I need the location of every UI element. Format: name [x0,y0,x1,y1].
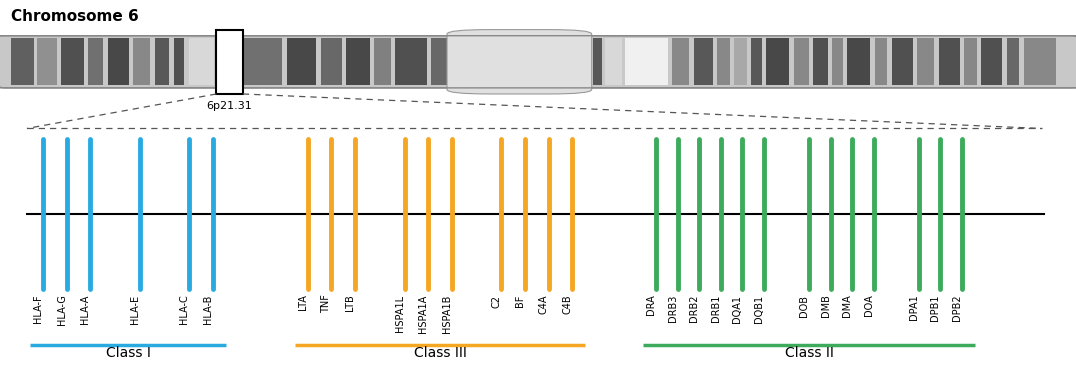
Text: DOA: DOA [864,295,874,316]
Text: HLA-F: HLA-F [33,295,43,323]
Text: DQA1: DQA1 [733,295,742,323]
Text: DPA1: DPA1 [909,295,919,320]
Bar [188,38,214,85]
Bar [964,38,977,85]
Bar [917,38,934,85]
Bar [605,38,622,85]
Bar [812,38,827,85]
Bar [133,38,151,85]
Bar [794,38,808,85]
Bar [155,38,169,85]
Bar [108,38,129,85]
Text: TNF: TNF [322,295,331,313]
Bar [1023,38,1056,85]
Text: BF: BF [515,295,525,307]
Bar [751,38,762,85]
Text: 6p21.31: 6p21.31 [207,101,253,111]
Bar [88,38,103,85]
Text: HLA-A: HLA-A [81,295,90,324]
Bar [38,38,57,85]
Text: DRB1: DRB1 [711,295,721,322]
Bar [694,38,712,85]
Bar [346,38,370,85]
Text: Class I: Class I [105,346,151,360]
Bar [321,38,342,85]
Text: DPB1: DPB1 [931,295,940,321]
Text: DMB: DMB [821,295,831,317]
Text: HSPA1A: HSPA1A [419,295,428,333]
Text: DOB: DOB [799,295,809,316]
Text: Chromosome 6: Chromosome 6 [11,9,139,24]
Text: DRA: DRA [647,295,656,315]
Bar [847,38,870,85]
Bar [570,38,579,85]
Text: HLA-G: HLA-G [57,295,67,325]
Text: Class II: Class II [784,346,834,360]
Bar [625,38,668,85]
Bar [717,38,730,85]
Bar [875,38,888,85]
Text: HLA-C: HLA-C [180,295,189,324]
Bar [374,38,391,85]
Bar [766,38,790,85]
Bar [216,30,243,94]
Bar [431,38,451,85]
Text: DMA: DMA [843,295,852,317]
Text: LTB: LTB [345,295,355,311]
Bar [734,38,747,85]
Text: LTA: LTA [298,295,308,310]
Bar [554,38,567,85]
Text: HLA-E: HLA-E [130,295,140,324]
Text: HLA-B: HLA-B [203,295,213,324]
Bar [218,38,238,85]
Text: C4A: C4A [539,295,549,314]
Bar [60,38,84,85]
Text: C4B: C4B [563,295,572,314]
Bar [286,38,316,85]
Bar [938,38,960,85]
Bar [455,38,486,85]
Bar [672,38,690,85]
Text: DQB1: DQB1 [754,295,764,323]
Bar [892,38,912,85]
Bar [1007,38,1019,85]
FancyBboxPatch shape [447,30,592,94]
Bar [593,38,601,85]
Text: C2: C2 [492,295,501,307]
Text: HSPA1B: HSPA1B [442,295,452,333]
Bar [582,38,591,85]
Text: DRB3: DRB3 [668,295,678,322]
FancyBboxPatch shape [0,36,1076,88]
Bar [981,38,1003,85]
Bar [832,38,843,85]
Text: HSPA1L: HSPA1L [395,295,405,332]
Text: DPB2: DPB2 [952,295,962,321]
Bar [395,38,427,85]
Text: Class III: Class III [413,346,467,360]
Bar [242,38,282,85]
Bar [173,38,184,85]
Text: DRB2: DRB2 [690,295,699,322]
Bar [11,38,34,85]
